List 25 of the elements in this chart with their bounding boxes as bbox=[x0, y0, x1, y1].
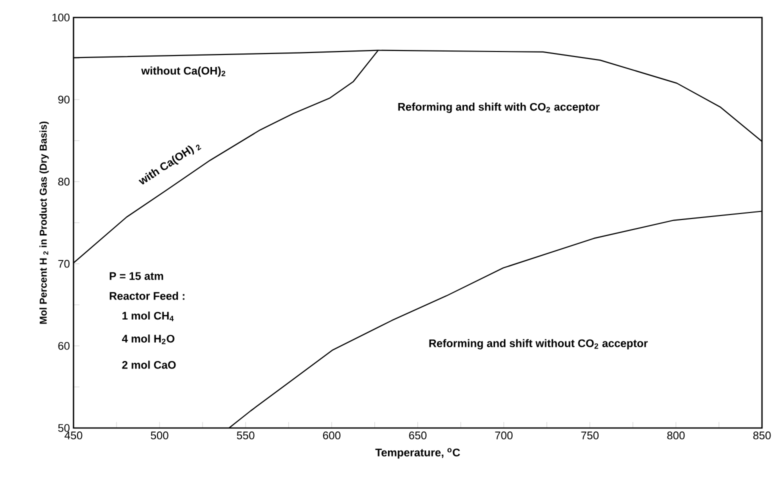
annotation: 1 mol CH$_{4}$ bbox=[122, 312, 174, 322]
annotation: Reactor Feed : bbox=[110, 292, 184, 300]
y-tick-label: 90 bbox=[58, 96, 70, 104]
x-tick-label: 700 bbox=[495, 432, 513, 440]
annotation: 4 mol H$_{2}$O bbox=[122, 334, 174, 344]
annotation: Reforming and shift without CO$_{2}$ acceptor bbox=[429, 339, 648, 350]
annotation: P = 15 atm bbox=[110, 272, 164, 280]
y-tick-label: 50 bbox=[58, 424, 70, 432]
y-tick-label: 100 bbox=[52, 14, 70, 22]
annotation: Reforming and shift with CO$_{2}$ acceptor bbox=[398, 102, 600, 113]
x-tick-label: 500 bbox=[150, 432, 168, 440]
x-tick-label: 850 bbox=[753, 432, 771, 440]
x-tick-label: 650 bbox=[409, 432, 426, 440]
x-tick-label: 550 bbox=[236, 432, 254, 440]
y-axis-title: Mol Percent H $_{2}$ in Product Gas (Dry Basis) bbox=[39, 122, 49, 324]
y-tick-label: 60 bbox=[58, 342, 70, 350]
series-label: without Ca(OH)$_{2}$ bbox=[141, 66, 226, 77]
y-tick-label: 70 bbox=[58, 260, 70, 268]
x-tick-label: 450 bbox=[64, 432, 82, 440]
annotation: 2 mol CaO bbox=[122, 360, 176, 369]
x-tick-label: 600 bbox=[323, 432, 340, 440]
x-tick-label: 750 bbox=[581, 432, 599, 440]
y-tick-label: 80 bbox=[58, 178, 70, 186]
x-axis-title: Temperature, $^{o}$C bbox=[375, 448, 460, 459]
x-tick-label: 800 bbox=[667, 432, 685, 440]
